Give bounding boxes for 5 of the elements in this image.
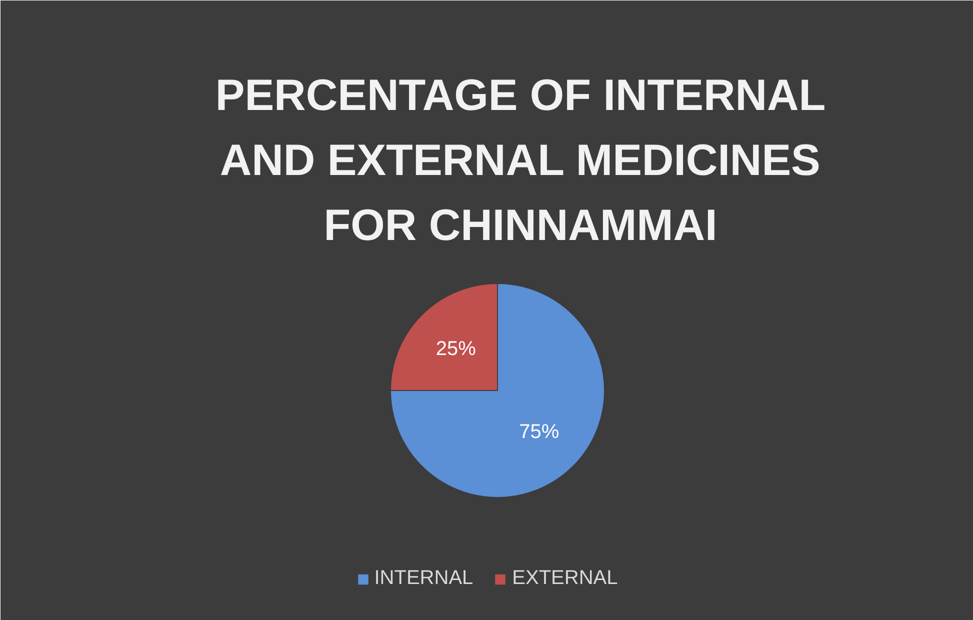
data-label: 75% [519, 421, 560, 444]
legend-label: EXTERNAL [512, 567, 618, 590]
chart-title: PERCENTAGE OF INTERNAL AND EXTERNAL MEDICINES FOR CHINNAMMAI [215, 71, 826, 250]
data-label: 25% [436, 338, 476, 360]
legend-label: INTERNAL [374, 567, 474, 590]
